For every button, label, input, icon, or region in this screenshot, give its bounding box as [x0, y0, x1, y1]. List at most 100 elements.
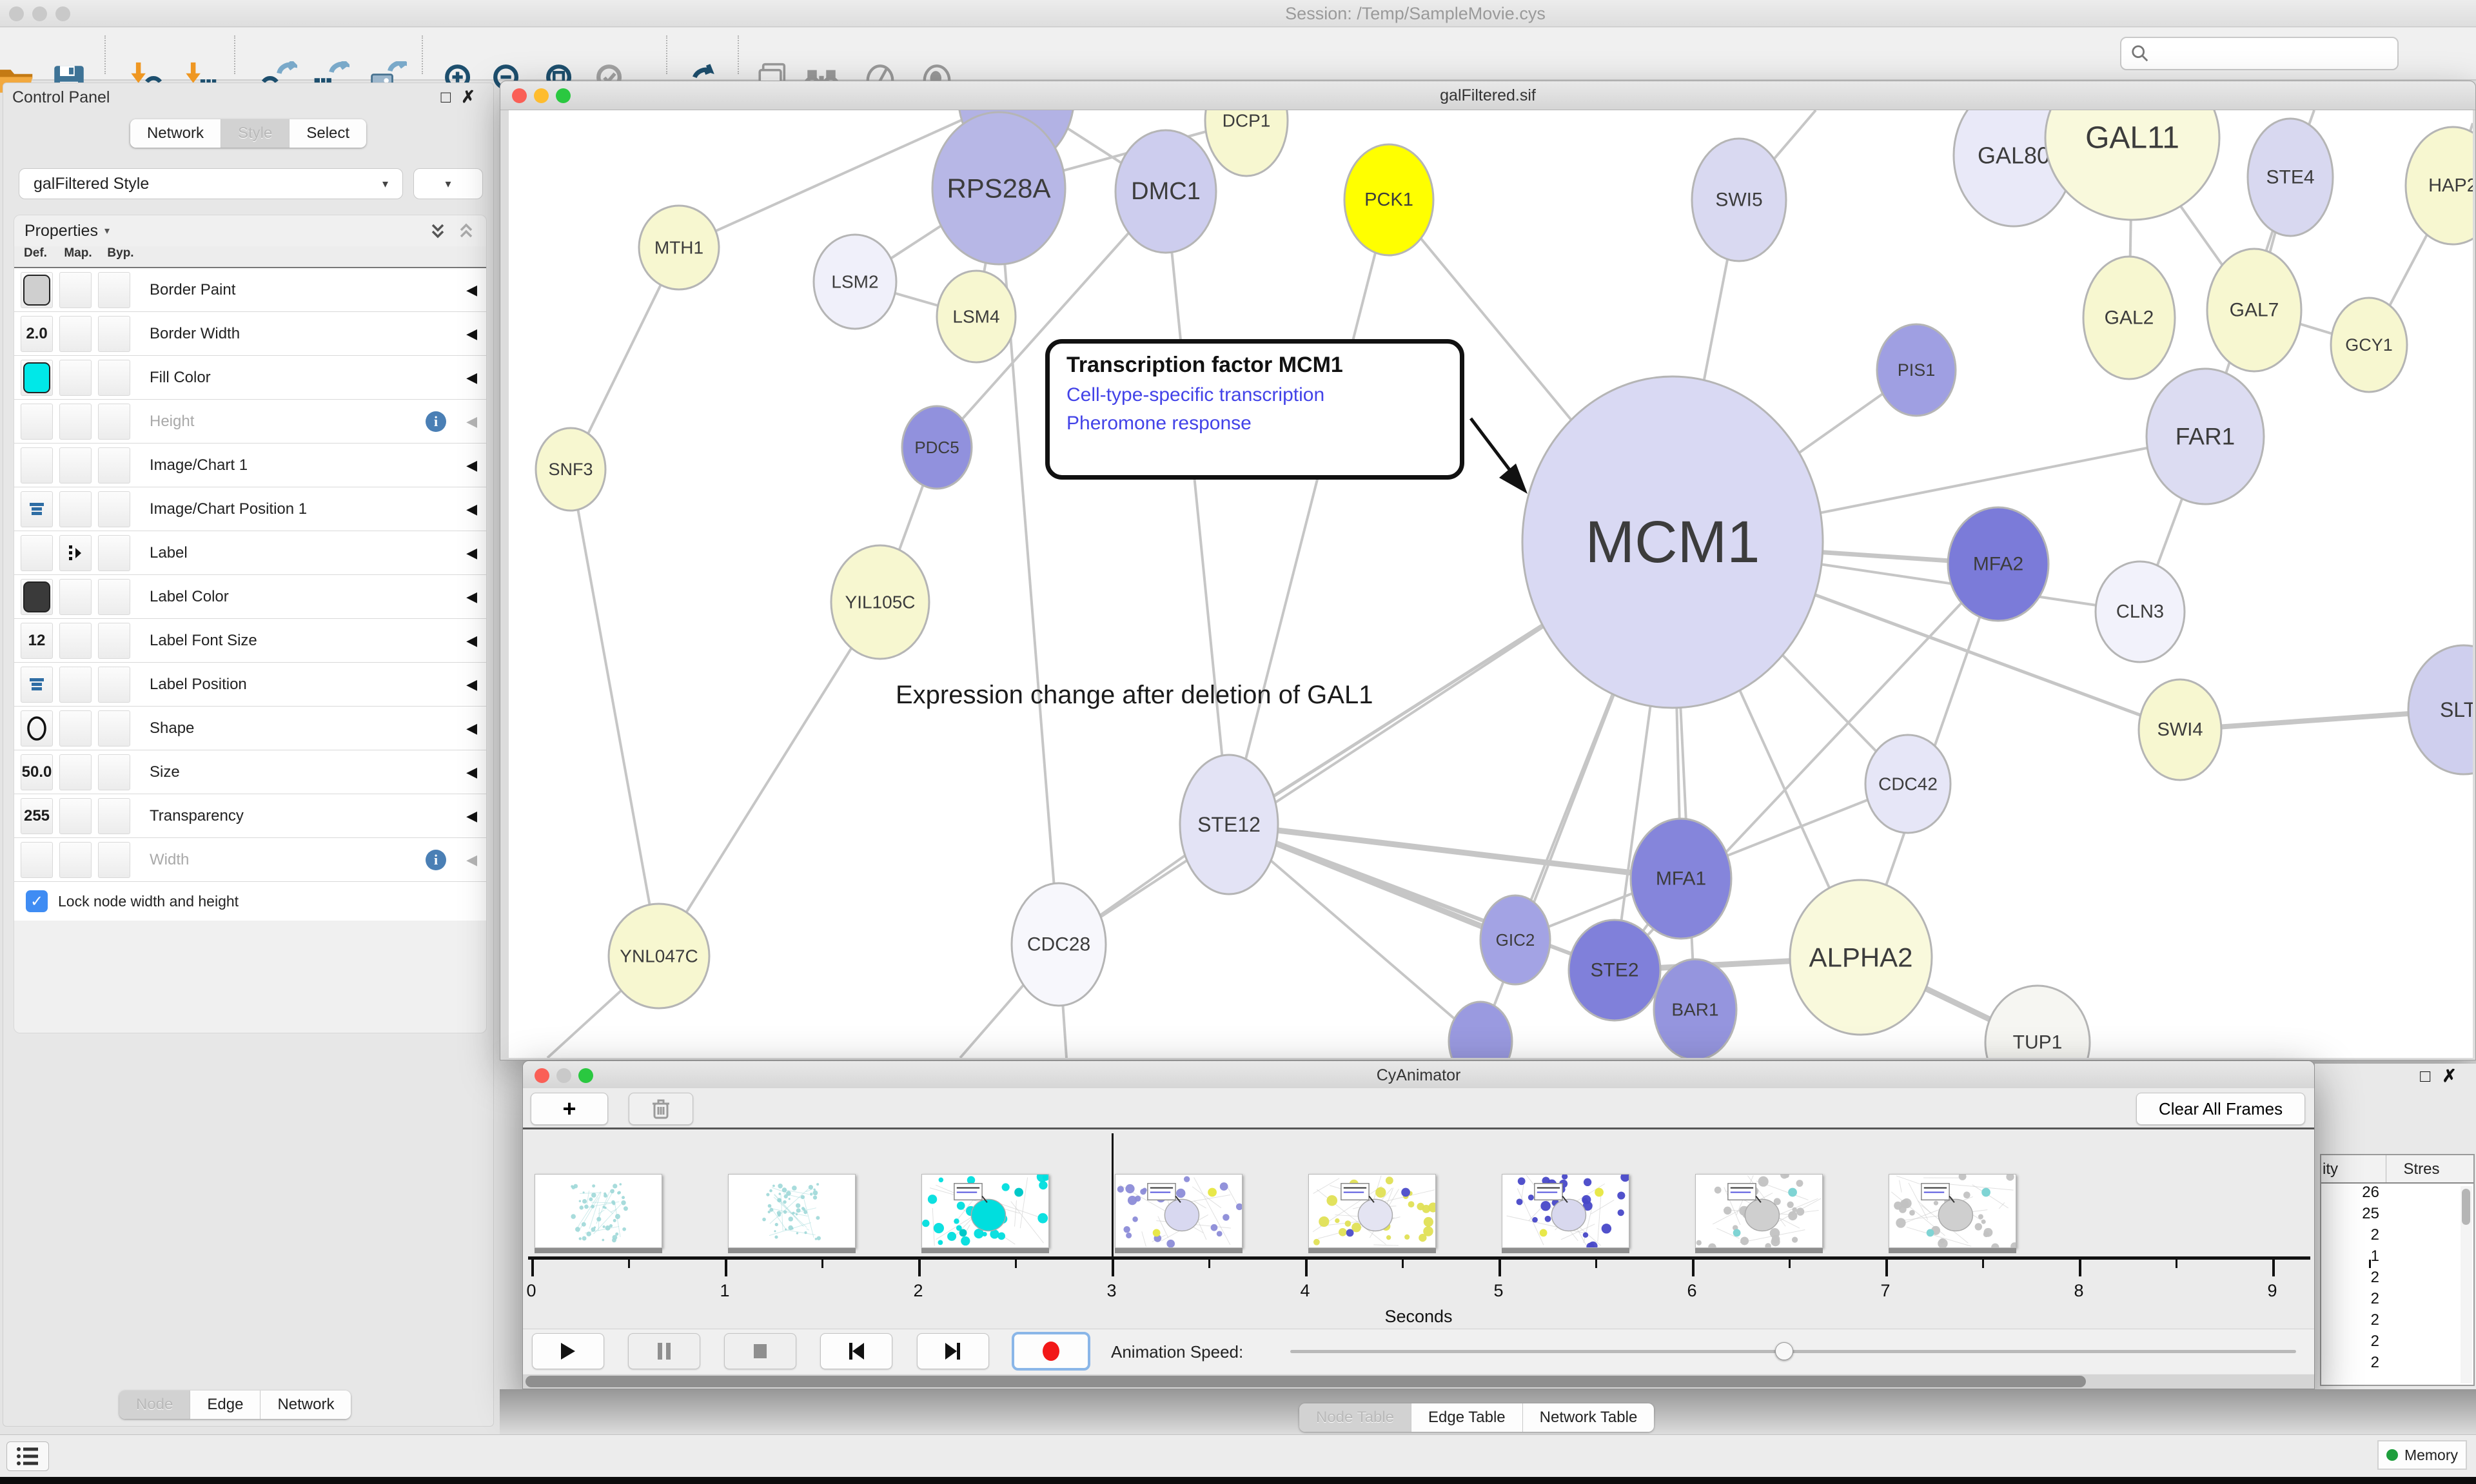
mapping-value-cell[interactable]	[59, 797, 92, 834]
network-node-MCM1[interactable]	[1521, 375, 1824, 709]
network-node-PDC5[interactable]	[901, 405, 973, 490]
minimize-traffic-light[interactable]	[534, 88, 549, 103]
mapping-value-cell[interactable]	[59, 315, 92, 352]
add-frame-button[interactable]: +	[531, 1093, 608, 1125]
slider-thumb[interactable]	[1775, 1342, 1793, 1360]
property-row-shape[interactable]: Shape ◀	[14, 707, 486, 750]
bypass-value-cell[interactable]	[98, 534, 130, 571]
bypass-value-cell[interactable]	[98, 622, 130, 659]
table-column-header[interactable]: ity	[2323, 1160, 2338, 1178]
expand-row-arrow-icon[interactable]: ◀	[466, 588, 477, 605]
panel-window-icons[interactable]: □✗	[440, 87, 486, 107]
zoom-traffic-light[interactable]	[556, 88, 571, 103]
expand-row-arrow-icon[interactable]: ◀	[466, 851, 477, 868]
close-traffic-light[interactable]	[9, 6, 24, 21]
scrollbar-thumb[interactable]	[2462, 1189, 2470, 1225]
tab-edge-table[interactable]: Edge Table	[1411, 1403, 1523, 1432]
table-row[interactable]: 25	[2362, 1205, 2379, 1222]
property-row-border-paint[interactable]: Border Paint ◀	[14, 268, 486, 312]
network-node-MTH1[interactable]	[638, 204, 720, 291]
network-node-DCP1[interactable]	[1204, 110, 1289, 177]
network-edge[interactable]	[936, 190, 1167, 449]
network-node-MFA2[interactable]	[1947, 506, 2050, 622]
pause-button[interactable]	[628, 1333, 700, 1369]
annotation-link[interactable]: Cell-type-specific transcription	[1066, 384, 1325, 405]
expand-row-arrow-icon[interactable]: ◀	[466, 413, 477, 429]
default-value-cell[interactable]	[21, 534, 53, 571]
network-node-CLN3[interactable]	[2094, 560, 2186, 663]
frame-thumbnail-4[interactable]	[1308, 1174, 1439, 1253]
frame-thumbnail-1[interactable]	[728, 1174, 856, 1253]
network-node-HAP2[interactable]	[2404, 126, 2473, 246]
network-node-SNF3[interactable]	[535, 427, 607, 512]
mapping-value-cell[interactable]	[59, 403, 92, 440]
network-node-STE2[interactable]	[1567, 919, 1662, 1022]
bypass-value-cell[interactable]	[98, 754, 130, 790]
network-node-PCK1[interactable]	[1343, 143, 1435, 257]
property-row-transparency[interactable]: 255 Transparency ◀	[14, 794, 486, 838]
bypass-value-cell[interactable]	[98, 797, 130, 834]
network-node-ALPHA2[interactable]	[1789, 879, 1933, 1036]
collapse-all-icon[interactable]	[457, 221, 476, 240]
node-attribute-table[interactable]: ity Stres 26 25 2 1 2 2 2 2 2	[2320, 1154, 2475, 1386]
network-node-LSM2[interactable]	[812, 233, 898, 330]
expand-row-arrow-icon[interactable]: ◀	[466, 807, 477, 824]
default-value-cell[interactable]: 2.0	[21, 315, 53, 352]
table-row[interactable]: 2	[2370, 1226, 2379, 1244]
default-value-cell[interactable]: 12	[21, 622, 53, 659]
animation-speed-slider[interactable]	[1290, 1342, 2296, 1360]
minimize-traffic-light[interactable]	[556, 1068, 571, 1083]
network-edge[interactable]	[569, 469, 660, 957]
mapping-value-cell[interactable]	[59, 491, 92, 527]
network-node-GAL7[interactable]	[2206, 248, 2303, 373]
mapping-value-cell[interactable]	[59, 578, 92, 615]
clear-all-frames-button[interactable]: Clear All Frames	[2136, 1093, 2305, 1125]
memory-button[interactable]: Memory	[2377, 1440, 2467, 1470]
table-row[interactable]: 1	[2370, 1247, 2379, 1265]
task-history-button[interactable]	[6, 1441, 49, 1471]
mapping-value-cell[interactable]	[59, 666, 92, 703]
tab-edge[interactable]: Edge	[190, 1391, 261, 1419]
network-node-SWI4[interactable]	[2137, 678, 2223, 781]
play-button[interactable]	[532, 1333, 604, 1369]
properties-header[interactable]: Properties ▾	[14, 215, 486, 246]
info-icon[interactable]: i	[426, 411, 446, 432]
network-node-YIL105C[interactable]	[830, 544, 930, 660]
float-panel-icon[interactable]: □	[440, 87, 462, 106]
cyanimator-scrollbar[interactable]	[523, 1374, 2314, 1389]
property-row-width[interactable]: Width i ◀	[14, 838, 486, 882]
table-row[interactable]: 2	[2370, 1311, 2379, 1329]
network-edge[interactable]	[658, 601, 881, 957]
network-node-GCY1[interactable]	[2330, 297, 2408, 393]
mapping-value-cell[interactable]	[59, 841, 92, 878]
bypass-value-cell[interactable]	[98, 359, 130, 396]
bypass-value-cell[interactable]	[98, 271, 130, 308]
tab-node-table[interactable]: Node Table	[1299, 1403, 1411, 1432]
network-node-GAL2[interactable]	[2082, 255, 2176, 380]
expand-row-arrow-icon[interactable]: ◀	[466, 369, 477, 386]
expand-row-arrow-icon[interactable]: ◀	[466, 325, 477, 342]
property-row-label-font-size[interactable]: 12 Label Font Size ◀	[14, 619, 486, 663]
mapping-value-cell[interactable]	[59, 534, 92, 571]
bypass-value-cell[interactable]	[98, 403, 130, 440]
go-to-start-button[interactable]	[820, 1333, 892, 1369]
network-edge[interactable]	[1228, 199, 1390, 825]
default-value-cell[interactable]	[21, 447, 53, 483]
network-node-MFA1[interactable]	[1629, 817, 1733, 940]
property-row-fill-color[interactable]: Fill Color ◀	[14, 356, 486, 400]
tab-network[interactable]: Network	[260, 1391, 351, 1419]
tab-network-table[interactable]: Network Table	[1522, 1403, 1655, 1432]
default-value-cell[interactable]	[21, 710, 53, 747]
network-node-FAR1[interactable]	[2145, 367, 2265, 505]
network-node-SLT2[interactable]	[2407, 644, 2473, 776]
network-node-CDC42[interactable]	[1864, 734, 1952, 834]
table-column-header[interactable]: Stres	[2386, 1155, 2457, 1182]
property-row-height[interactable]: Height i ◀	[14, 400, 486, 444]
network-canvas[interactable]: MTH1 SNF3 LSM2 LSM4 RPS28A DMC1 DCP1 PCK1 PDC5 YI…	[509, 110, 2473, 1058]
tab-select[interactable]: Select	[290, 119, 367, 148]
default-value-cell[interactable]	[21, 359, 53, 396]
network-node-LSM4[interactable]	[936, 269, 1017, 364]
network-node-GAL11[interactable]	[2044, 110, 2221, 221]
default-value-cell[interactable]: 50.0	[21, 754, 53, 790]
default-value-cell[interactable]	[21, 578, 53, 615]
